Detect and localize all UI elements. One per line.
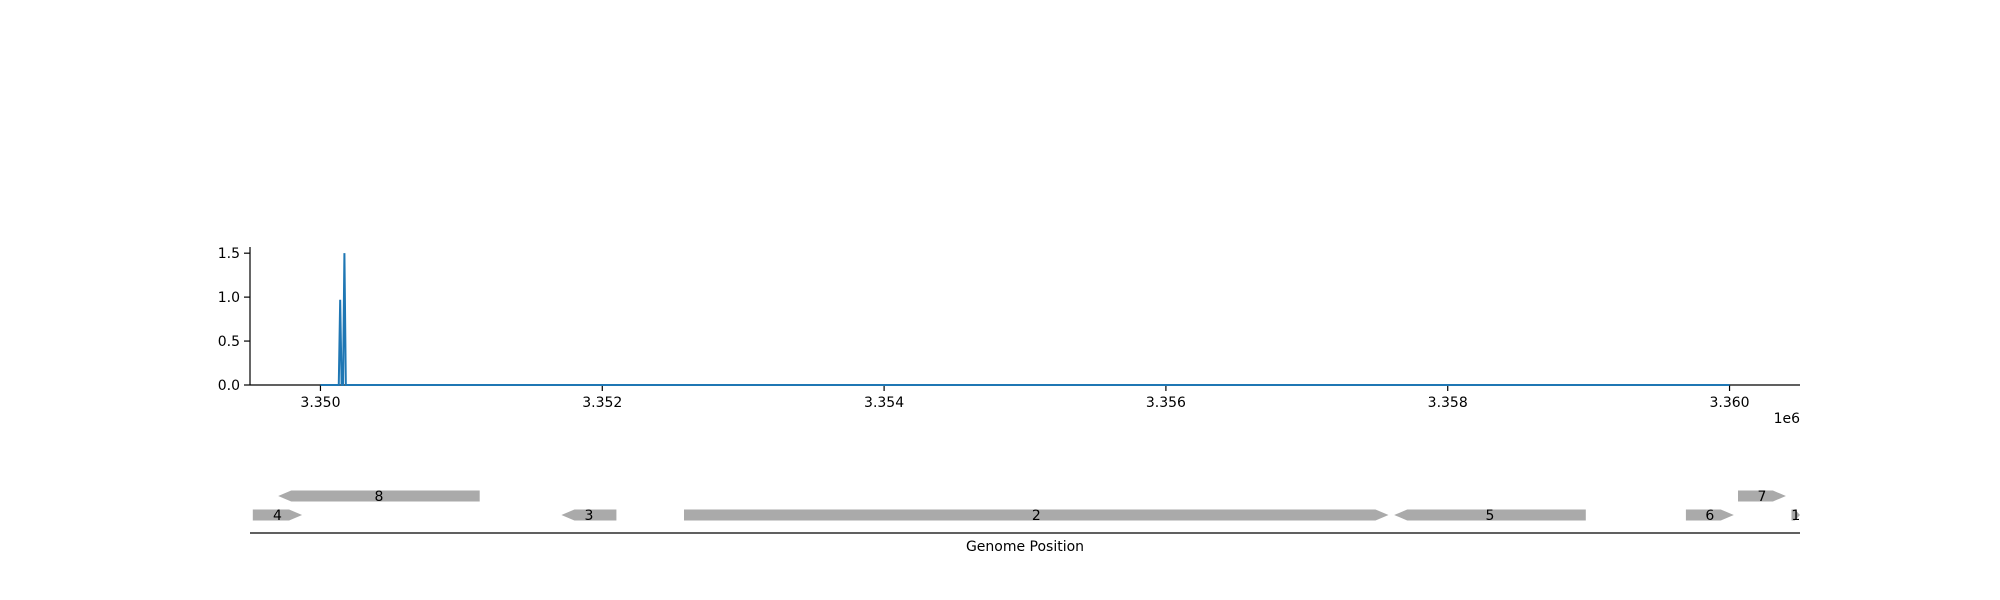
gene-7-label: 7 bbox=[1758, 489, 1767, 505]
x-tick-label: 3.350 bbox=[300, 395, 340, 411]
gene-track: 4 8 3 2 5 6 7 1 Genome Position bbox=[250, 489, 1800, 555]
y-tick-label: 0.5 bbox=[218, 334, 240, 350]
gene-3-label: 3 bbox=[584, 508, 593, 524]
gene-6-arrow bbox=[1685, 509, 1734, 521]
gene-4-arrow bbox=[252, 509, 303, 521]
x-tick-label: 3.354 bbox=[864, 395, 904, 411]
coverage-plot: 0.00.51.01.5 3.350 3.352 3.354 3.356 3.358 3.… bbox=[218, 246, 1800, 427]
x-tick-label: 3.360 bbox=[1709, 395, 1749, 411]
gene-8-label: 8 bbox=[374, 489, 383, 505]
gene-6-label: 6 bbox=[1705, 508, 1714, 524]
gene-5-label: 5 bbox=[1486, 508, 1495, 524]
y-tick-label: 1.5 bbox=[218, 246, 240, 262]
y-ticks: 0.0 0.5 1.0 1.5 bbox=[218, 246, 250, 394]
gene-2-arrow bbox=[684, 509, 1389, 521]
gene-1-arrow bbox=[1791, 509, 1800, 521]
gene-3-arrow bbox=[561, 509, 617, 521]
x-axis-label: Genome Position bbox=[966, 539, 1084, 555]
coverage-line bbox=[320, 253, 1730, 386]
y-tick-label: 0.0 bbox=[218, 378, 240, 394]
y-tick-label: 1.0 bbox=[218, 290, 240, 306]
gene-1-label: 1 bbox=[1791, 508, 1800, 524]
gene-2-label: 2 bbox=[1032, 508, 1041, 524]
x-tick-label: 3.358 bbox=[1428, 395, 1468, 411]
x-offset-label: 1e6 bbox=[1774, 411, 1801, 427]
gene-5-arrow bbox=[1394, 509, 1586, 521]
x-ticks: 3.350 3.352 3.354 3.356 3.358 3.360 bbox=[300, 385, 1750, 411]
gene-4-label: 4 bbox=[273, 508, 282, 524]
x-tick-label: 3.356 bbox=[1146, 395, 1186, 411]
genes: 4 8 3 2 5 6 7 1 bbox=[252, 489, 1800, 524]
gene-7-arrow bbox=[1738, 490, 1786, 502]
gene-8-arrow bbox=[278, 490, 480, 502]
x-tick-label: 3.352 bbox=[582, 395, 622, 411]
